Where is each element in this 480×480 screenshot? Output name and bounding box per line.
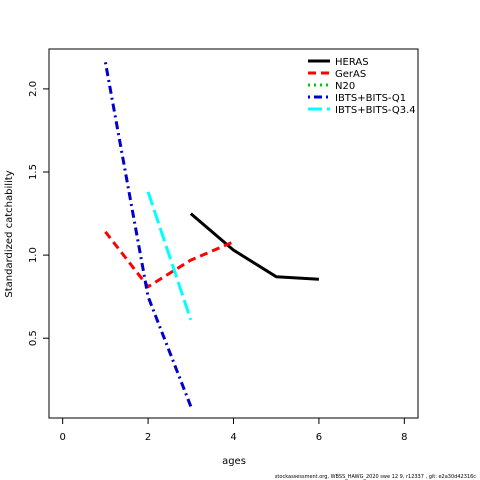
legend-label: IBTS+BITS-Q3.4: [335, 105, 416, 116]
y-tick-label: 1.5: [28, 164, 39, 180]
y-tick-label: 1.0: [28, 247, 39, 263]
series-line-ibts-bits-q3-4: [146, 191, 193, 321]
legend-label: HERAS: [335, 57, 369, 68]
x-axis-label: ages: [222, 456, 246, 467]
x-tick-label: 8: [401, 432, 407, 443]
legend-label: IBTS+BITS-Q1: [335, 93, 406, 104]
series-lines: [103, 62, 319, 407]
y-axis-label: Standardized catchability: [4, 170, 15, 297]
series-line-geras: [104, 230, 235, 289]
x-tick-label: 0: [59, 432, 65, 443]
y-tick-label: 2.0: [28, 81, 39, 97]
series-line-heras: [189, 212, 319, 281]
y-tick-label: 0.5: [28, 330, 39, 346]
legend-label: GerAS: [335, 69, 366, 80]
x-tick-label: 4: [230, 432, 236, 443]
x-tick-label: 2: [145, 432, 151, 443]
legend-label: N20: [335, 81, 355, 92]
footer-note: stockassessment.org, WBSS_HAWG_2020 swe …: [275, 474, 476, 480]
x-tick-label: 6: [316, 432, 322, 443]
x-axis: 0 2 4 6 8: [59, 417, 408, 443]
series-line-ibts-bits-q1: [103, 62, 193, 407]
y-axis: 0.5 1.0 1.5 2.0: [28, 81, 50, 346]
